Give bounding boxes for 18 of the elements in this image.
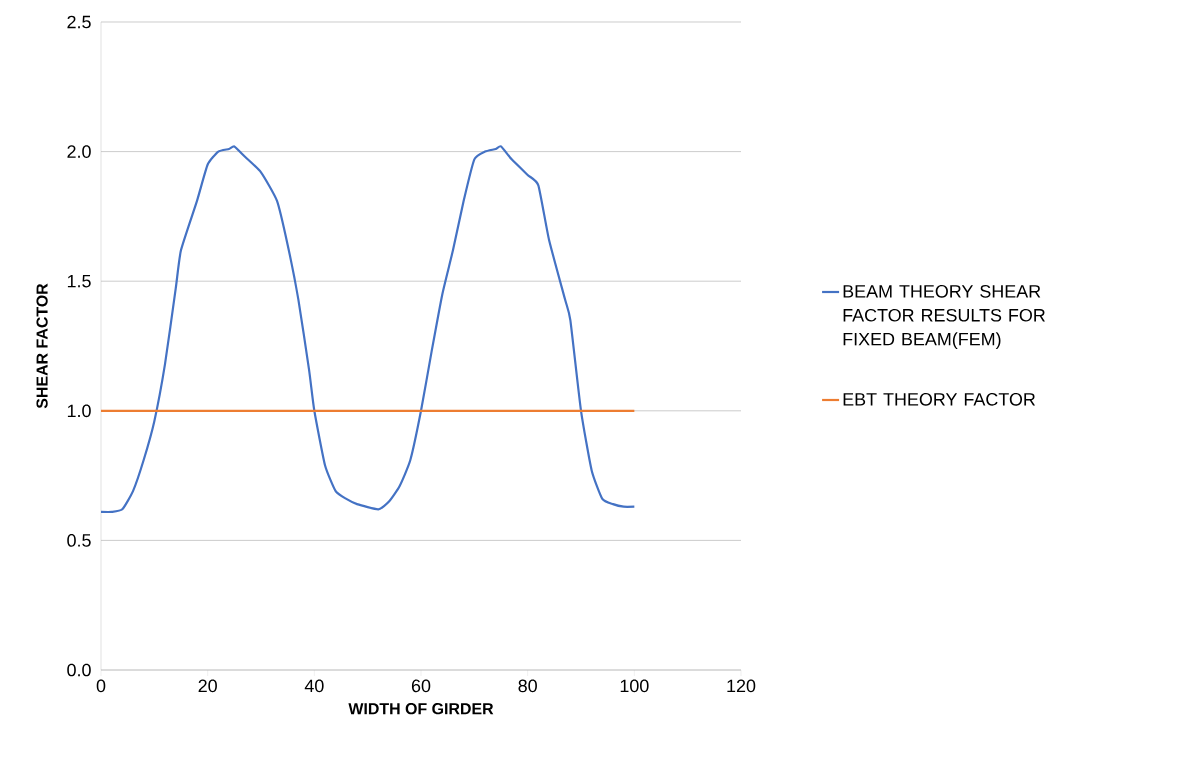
y-axis-title: SHEAR FACTOR: [36, 283, 48, 409]
y-tick-label: 2.0: [67, 145, 91, 158]
y-tick-label: 1.0: [67, 404, 91, 418]
x-tick-label: 0: [96, 679, 106, 693]
legend-label: EBT THEORY FACTOR: [843, 392, 1036, 406]
x-tick-label: 60: [411, 679, 431, 693]
y-tick-label: 1.5: [67, 274, 91, 288]
y-tick-label: 0.0: [67, 663, 91, 677]
line-series: [99, 145, 636, 513]
legend-label: BEAM THEORY SHEAR FACTOR RESULTS FOR FIXED BEAM(FEM): [843, 284, 1045, 350]
x-tick-label: 120: [727, 679, 756, 693]
x-tick-label: 40: [304, 679, 324, 693]
y-tick-label: 2.5: [67, 15, 91, 29]
y-tick-label: 0.5: [67, 534, 91, 547]
x-axis-title: WIDTH OF GIRDER: [348, 703, 494, 715]
x-tick-label: 80: [518, 679, 537, 693]
x-tick-label: 20: [198, 679, 217, 693]
x-tick-label: 100: [620, 679, 649, 693]
